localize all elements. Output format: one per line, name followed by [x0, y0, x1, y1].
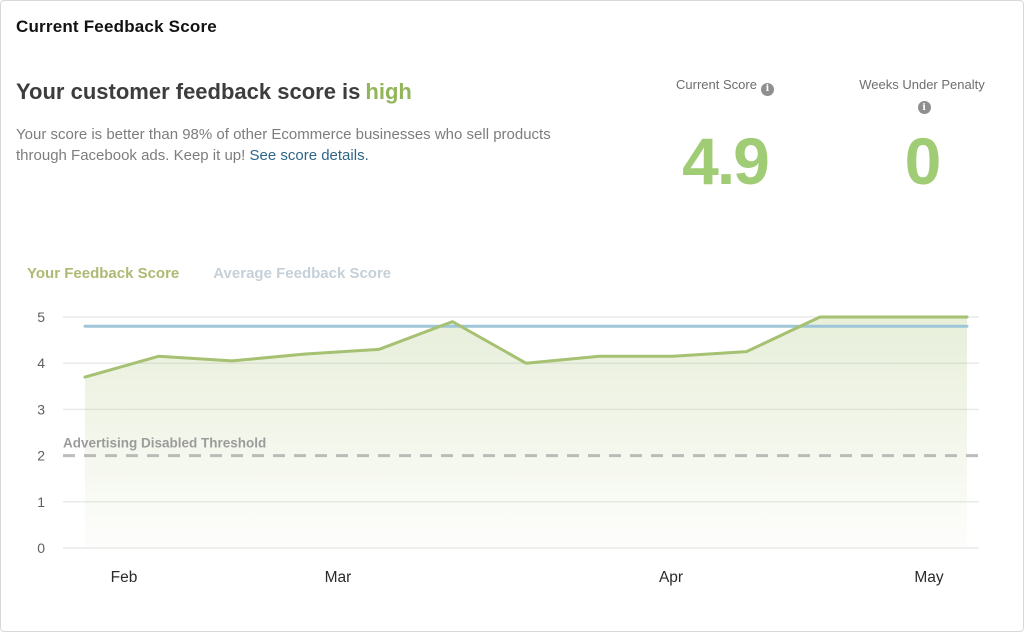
- y-axis-tick-3: 3: [37, 401, 45, 417]
- page-title: Current Feedback Score: [16, 17, 217, 36]
- score-status-high: high: [365, 79, 412, 104]
- weeks-under-penalty-value: 0: [904, 124, 942, 198]
- chart-legend: Your Feedback Score Average Feedback Sco…: [27, 265, 391, 282]
- legend-your-feedback-score[interactable]: Your Feedback Score: [27, 265, 180, 282]
- score-summary-text: Your score is better than 98% of other E…: [16, 124, 594, 166]
- info-icon[interactable]: i: [760, 82, 774, 96]
- current-score-label: Current Score: [676, 77, 757, 92]
- y-axis-tick-5: 5: [37, 309, 45, 325]
- legend-average-feedback-score[interactable]: Average Feedback Score: [213, 265, 392, 282]
- x-axis-tick-mar: Mar: [325, 569, 352, 586]
- weeks-under-penalty-stat: Weeks Under Penalty i 0: [827, 77, 1017, 217]
- threshold-label: Advertising Disabled Threshold: [63, 436, 266, 451]
- score-area-fill: [85, 317, 967, 548]
- see-score-details-link[interactable]: See score details.: [249, 147, 369, 164]
- x-axis-tick-may: May: [914, 569, 944, 586]
- info-icon[interactable]: i: [917, 101, 931, 114]
- y-axis-tick-2: 2: [37, 448, 45, 464]
- stats-row: Current Score i 4.9 Weeks Under Penalty i…: [641, 77, 1017, 217]
- current-score-value: 4.9: [682, 124, 770, 198]
- x-axis-labels: Feb Mar Apr May: [111, 569, 944, 586]
- current-score-label-row: Current Score i: [641, 77, 809, 96]
- summary-body: Your score is better than 98% of other E…: [16, 126, 551, 164]
- y-axis-tick-0: 0: [37, 540, 45, 556]
- x-axis-tick-apr: Apr: [659, 569, 683, 586]
- current-score-stat: Current Score i 4.9: [641, 77, 809, 217]
- weeks-penalty-info-row: i: [827, 95, 1017, 114]
- y-axis-tick-1: 1: [37, 494, 45, 510]
- y-axis-labels: 0 1 2 3 4 5: [37, 309, 45, 556]
- heading-prefix: Your customer feedback score is: [16, 79, 361, 104]
- your-score-line: [83, 315, 969, 379]
- x-axis-tick-feb: Feb: [111, 569, 138, 586]
- score-summary-heading: Your customer feedback score is high: [16, 79, 412, 105]
- weeks-under-penalty-label: Weeks Under Penalty: [859, 77, 985, 92]
- y-axis-tick-4: 4: [37, 355, 45, 371]
